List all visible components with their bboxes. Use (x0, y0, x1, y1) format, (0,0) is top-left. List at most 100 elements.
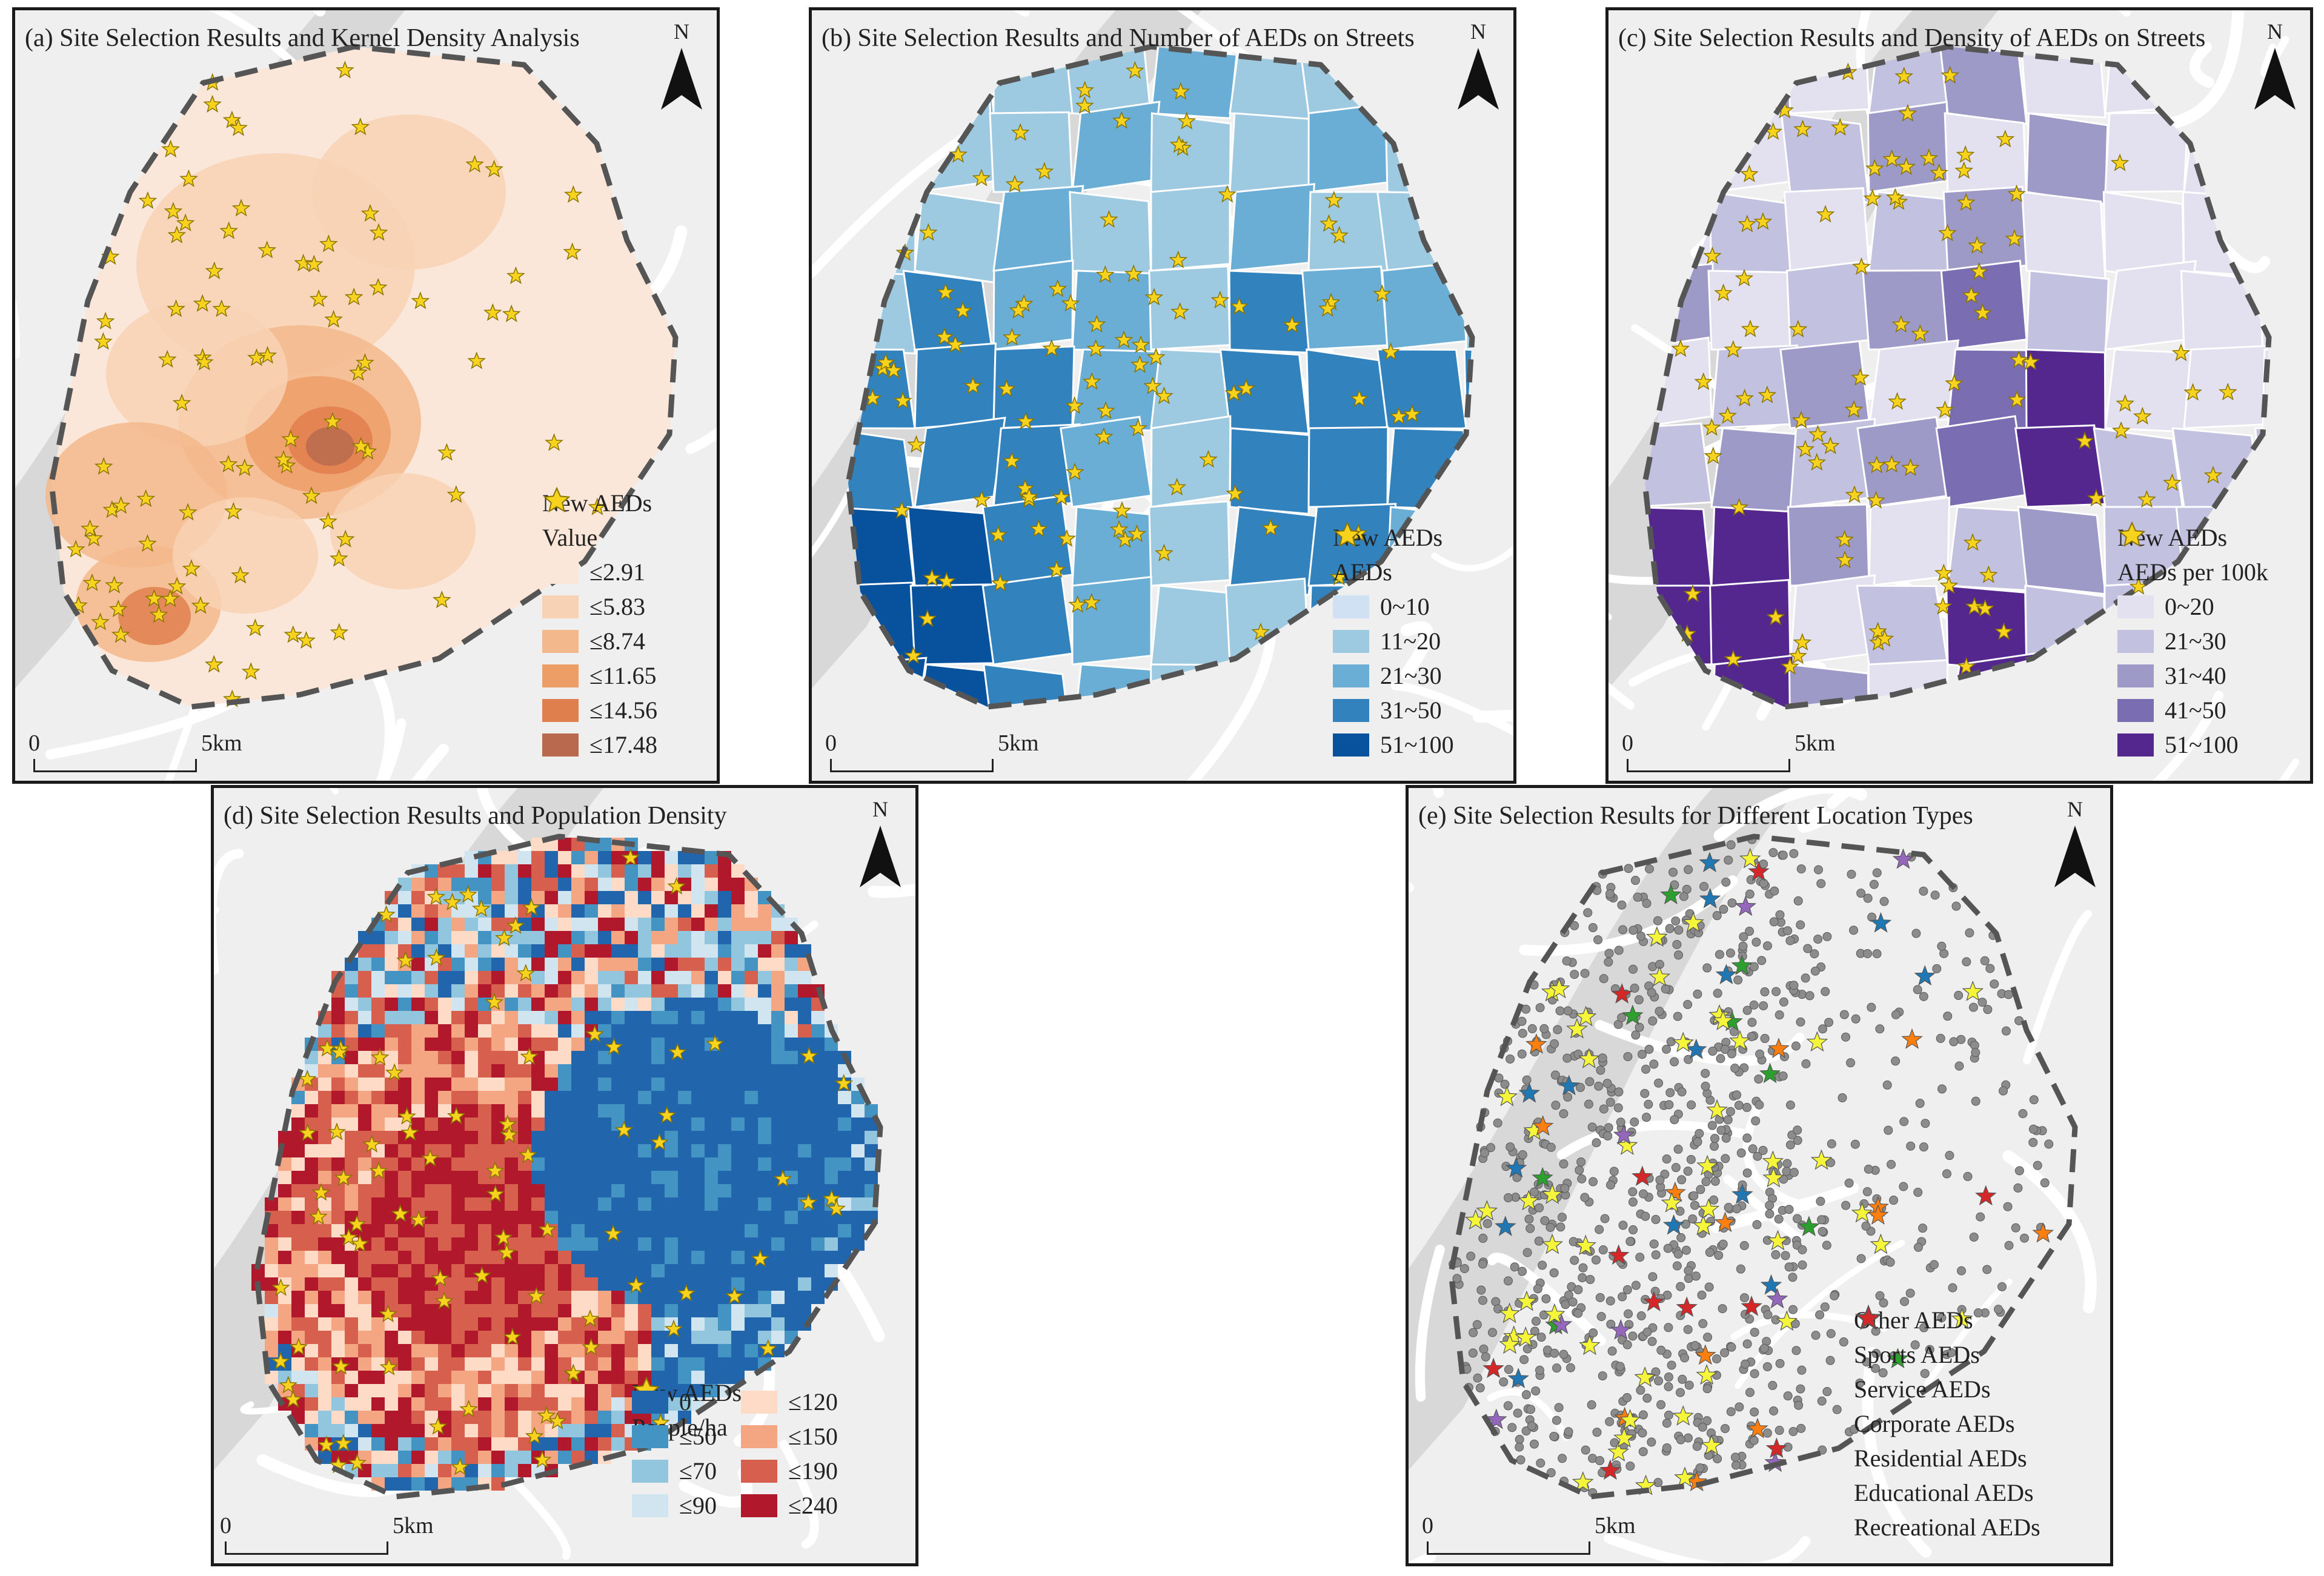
legend-item: ≤11.65 (542, 658, 657, 693)
typed-aed-star (1760, 1274, 1782, 1295)
aed-star (1979, 565, 1998, 583)
north-label: N (674, 19, 689, 44)
pop-cell (385, 1171, 398, 1184)
pop-cell (598, 958, 611, 971)
aed-star (164, 202, 183, 220)
pop-cell (451, 1411, 465, 1424)
other-aed-dot (1651, 1250, 1661, 1260)
aed-star (1968, 236, 1987, 254)
pop-cell (691, 1211, 705, 1224)
pop-cell (545, 851, 558, 864)
pop-cell (571, 1237, 585, 1251)
pop-cell (438, 971, 451, 984)
pop-cell (398, 1397, 411, 1411)
aed-star (525, 1426, 544, 1445)
pop-cell (411, 958, 425, 971)
legend-item: 11~20 (1333, 624, 1454, 658)
aed-star (1171, 82, 1190, 100)
pop-cell (651, 1184, 665, 1197)
pop-cell (811, 1211, 825, 1224)
typed-aed-star (1768, 1038, 1790, 1059)
pop-cell (558, 971, 571, 984)
pop-cell (598, 1384, 611, 1397)
pop-cell (625, 1011, 638, 1024)
district (1935, 415, 2028, 508)
pop-cell (385, 1451, 398, 1464)
pop-cell (571, 1171, 585, 1184)
other-aed-dot (1649, 1239, 1659, 1249)
pop-cell (625, 984, 638, 998)
aed-star (503, 1327, 522, 1345)
aed-star (1865, 159, 1884, 177)
other-aed-dot (1742, 1102, 1751, 1112)
pop-cell (545, 1104, 558, 1117)
other-aed-dot (1785, 1100, 1795, 1110)
legend-swatch (2117, 664, 2154, 687)
road (812, 486, 854, 558)
other-aed-dot (1867, 1002, 1876, 1012)
pop-cell (411, 984, 425, 998)
aed-star (1237, 379, 1256, 397)
pop-cell (331, 1424, 345, 1437)
other-aed-dot (1536, 1458, 1545, 1468)
pop-cell (558, 958, 571, 971)
pop-cell (598, 1091, 611, 1104)
pop-cell (478, 958, 491, 971)
pop-cell (705, 1211, 718, 1224)
legend-heading: Value (542, 524, 598, 551)
pop-cell (691, 1251, 705, 1264)
typed-aed-star (1776, 1310, 1798, 1331)
other-aed-dot (1466, 1251, 1476, 1261)
other-aed-dot (1785, 936, 1795, 945)
pop-cell (825, 1104, 838, 1117)
pop-cell (625, 931, 638, 944)
pop-cell (398, 1464, 411, 1477)
pop-cell (385, 971, 398, 984)
pop-cell (745, 1184, 758, 1197)
legend-swatch (632, 1459, 668, 1483)
aed-star (327, 1122, 347, 1141)
pop-cell (718, 944, 731, 958)
road (505, 1472, 571, 1560)
pop-cell (705, 958, 718, 971)
pop-cell (451, 1091, 465, 1104)
pop-cell (465, 918, 478, 931)
pop-cell (425, 1277, 438, 1291)
pop-cell (625, 864, 638, 878)
pop-cell (665, 1091, 678, 1104)
pop-cell (478, 1024, 491, 1038)
pop-cell (651, 1331, 665, 1344)
pop-cell (798, 1131, 811, 1144)
aed-star (212, 299, 231, 317)
pop-cell (398, 1051, 411, 1064)
other-aed-dot (1670, 880, 1679, 890)
district (1856, 584, 1949, 666)
pop-cell (731, 878, 745, 891)
pop-cell (651, 998, 665, 1011)
district (1465, 501, 1472, 587)
other-aed-dot (1850, 1139, 1860, 1149)
pop-cell (771, 1038, 785, 1051)
pop-cell (731, 1051, 745, 1064)
pop-cell (571, 1211, 585, 1224)
pop-cell (638, 1011, 651, 1024)
star-icon (1333, 521, 1361, 548)
other-aed-dot (1822, 1240, 1831, 1250)
road (1012, 10, 1030, 17)
pop-cell (571, 931, 585, 944)
other-aed-dot (1570, 1256, 1579, 1265)
pop-cell (358, 1104, 371, 1117)
legend-item: Residential AEDs (1854, 1305, 2040, 1475)
pop-cell (478, 1357, 491, 1371)
aed-star (1020, 487, 1039, 505)
pop-cell (358, 1078, 371, 1091)
pop-cell (278, 1251, 291, 1264)
pop-cell (491, 1344, 505, 1357)
pop-cell (518, 1078, 531, 1091)
aed-star (247, 348, 266, 366)
pop-cell (611, 998, 625, 1011)
other-aed-dot (1616, 1117, 1625, 1127)
road (1432, 788, 1444, 798)
pop-cell (731, 1344, 745, 1357)
pop-cell (771, 1024, 785, 1038)
